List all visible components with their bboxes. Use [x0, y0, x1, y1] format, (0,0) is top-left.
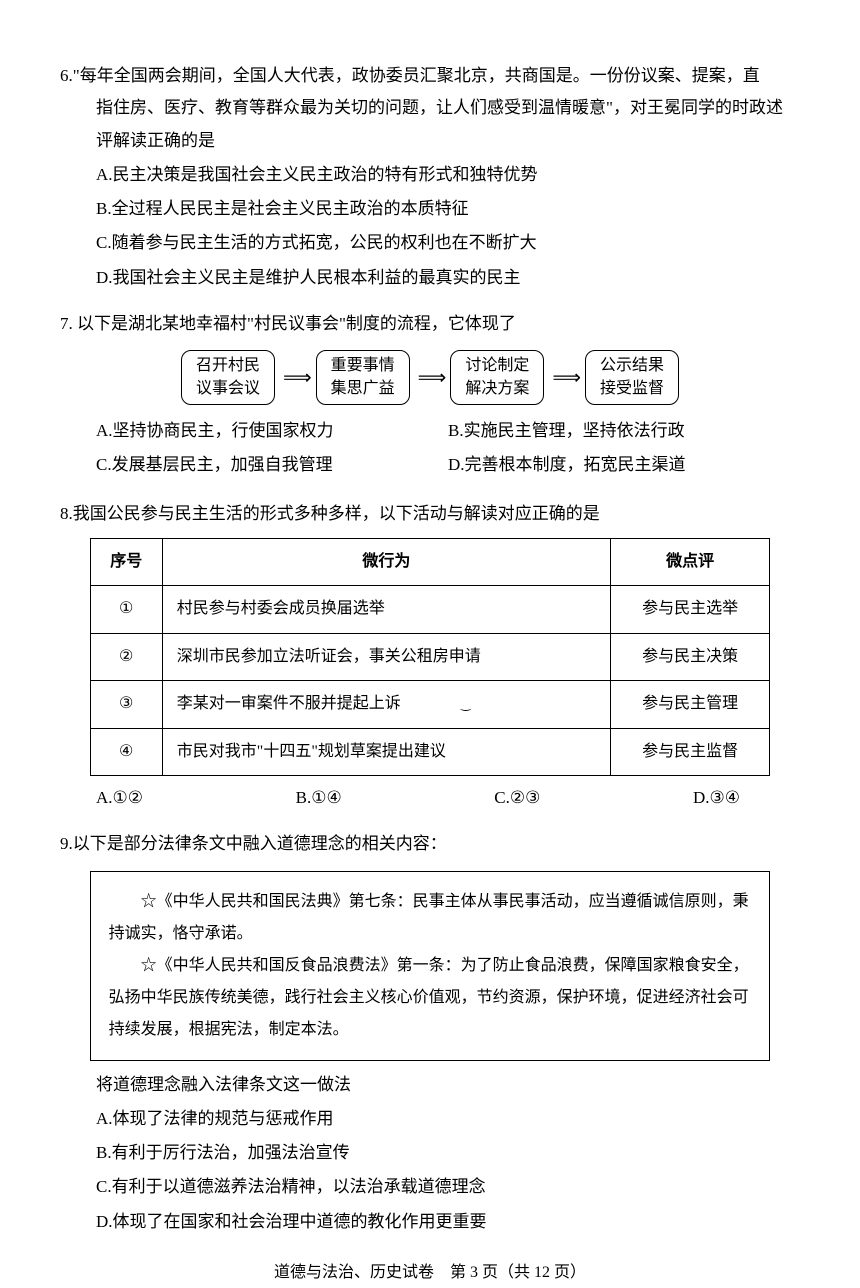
- flow-box-1: 召开村民 议事会议: [181, 350, 275, 405]
- question-9: 9.以下是部分法律条文中融入道德理念的相关内容： ☆《中华人民共和国民法典》第七…: [60, 828, 800, 1238]
- q9-option-a[interactable]: A.体现了法律的规范与惩戒作用: [96, 1103, 800, 1135]
- flow-box-3: 讨论制定 解决方案: [450, 350, 544, 405]
- page-footer: 道德与法治、历史试卷 第 3 页（共 12 页）: [60, 1258, 800, 1288]
- q7-flowchart: 召开村民 议事会议 ⟹ 重要事情 集思广益 ⟹ 讨论制定 解决方案 ⟹ 公示结果…: [60, 350, 800, 405]
- q9-option-c[interactable]: C.有利于以道德滋养法治精神，以法治承载道德理念: [96, 1171, 800, 1203]
- th-seq: 序号: [90, 539, 162, 586]
- q9-law-box: ☆《中华人民共和国民法典》第七条：民事主体从事民事活动，应当遵循诚信原则，秉持诚…: [90, 871, 771, 1061]
- r3-cell: 李某对一审案件不服并提起上诉‿: [162, 681, 610, 728]
- th-action: 微行为: [162, 539, 610, 586]
- law-paragraph-2: ☆《中华人民共和国反食品浪费法》第一条：为了防止食品浪费，保障国家粮食安全，弘扬…: [109, 950, 752, 1046]
- flow-box-2: 重要事情 集思广益: [316, 350, 410, 405]
- q8-num: 8.: [60, 504, 73, 523]
- q6-option-c[interactable]: C.随着参与民主生活的方式拓宽，公民的权利也在不断扩大: [96, 227, 800, 259]
- table-row: ② 深圳市民参加立法听证会，事关公租房申请 参与民主决策: [90, 633, 770, 680]
- q8-option-d[interactable]: D.③④: [693, 782, 740, 814]
- q9-post: 将道德理念融入法律条文这一做法: [60, 1069, 800, 1101]
- q7-num: 7.: [60, 314, 73, 333]
- th-comment: 微点评: [610, 539, 769, 586]
- q8-options: A.①② B.①④ C.②③ D.③④: [60, 782, 800, 814]
- table-header-row: 序号 微行为 微点评: [90, 539, 770, 586]
- question-6: 6."每年全国两会期间，全国人大代表，政协委员汇聚北京，共商国是。一份份议案、提…: [60, 60, 800, 294]
- q9-stem: 9.以下是部分法律条文中融入道德理念的相关内容：: [60, 828, 800, 860]
- q7-option-c[interactable]: C.发展基层民主，加强自我管理: [96, 449, 448, 481]
- law-paragraph-1: ☆《中华人民共和国民法典》第七条：民事主体从事民事活动，应当遵循诚信原则，秉持诚…: [109, 886, 752, 950]
- q9-num: 9.: [60, 834, 73, 853]
- q6-option-d[interactable]: D.我国社会主义民主是维护人民根本利益的最真实的民主: [96, 262, 800, 294]
- arrow-icon: ⟹: [283, 359, 308, 397]
- q6-option-b[interactable]: B.全过程人民民主是社会主义民主政治的本质特征: [96, 193, 800, 225]
- question-7: 7. 以下是湖北某地幸福村"村民议事会"制度的流程，它体现了 召开村民 议事会议…: [60, 308, 800, 484]
- q7-stem: 7. 以下是湖北某地幸福村"村民议事会"制度的流程，它体现了: [60, 308, 800, 340]
- flow-box-4: 公示结果 接受监督: [585, 350, 679, 405]
- q6-stem-cont2: 评解读正确的是: [60, 125, 800, 157]
- q9-option-b[interactable]: B.有利于厉行法治，加强法治宣传: [96, 1137, 800, 1169]
- arrow-icon: ⟹: [552, 359, 577, 397]
- table-row: ④ 市民对我市"十四五"规划草案提出建议 参与民主监督: [90, 728, 770, 775]
- q6-stem-cont1: 指住房、医疗、教育等群众最为关切的问题，让人们感受到温情暖意"，对王冕同学的时政…: [60, 92, 800, 124]
- q7-option-d[interactable]: D.完善根本制度，拓宽民主渠道: [448, 449, 800, 481]
- arrow-icon: ⟹: [418, 359, 443, 397]
- q6-option-a[interactable]: A.民主决策是我国社会主义民主政治的特有形式和独特优势: [96, 159, 800, 191]
- table-row: ① 村民参与村委会成员换届选举 参与民主选举: [90, 586, 770, 633]
- q9-option-d[interactable]: D.体现了在国家和社会治理中道德的教化作用更重要: [96, 1206, 800, 1238]
- q8-table: 序号 微行为 微点评 ① 村民参与村委会成员换届选举 参与民主选举 ② 深圳市民…: [90, 538, 771, 776]
- q8-option-c[interactable]: C.②③: [494, 782, 540, 814]
- question-8: 8.我国公民参与民主生活的形式多种多样，以下活动与解读对应正确的是 序号 微行为…: [60, 498, 800, 815]
- q6-num: 6.: [60, 66, 73, 85]
- q8-option-b[interactable]: B.①④: [296, 782, 342, 814]
- q9-options: A.体现了法律的规范与惩戒作用 B.有利于厉行法治，加强法治宣传 C.有利于以道…: [60, 1103, 800, 1238]
- table-row: ③ 李某对一审案件不服并提起上诉‿ 参与民主管理: [90, 681, 770, 728]
- q6-stem: 6."每年全国两会期间，全国人大代表，政协委员汇聚北京，共商国是。一份份议案、提…: [60, 60, 800, 92]
- q6-options: A.民主决策是我国社会主义民主政治的特有形式和独特优势 B.全过程人民民主是社会…: [60, 159, 800, 294]
- q7-option-a[interactable]: A.坚持协商民主，行使国家权力: [96, 415, 448, 447]
- q8-stem: 8.我国公民参与民主生活的形式多种多样，以下活动与解读对应正确的是: [60, 498, 800, 530]
- q7-options: A.坚持协商民主，行使国家权力 C.发展基层民主，加强自我管理 B.实施民主管理…: [60, 413, 800, 484]
- q8-option-a[interactable]: A.①②: [96, 782, 143, 814]
- q7-option-b[interactable]: B.实施民主管理，坚持依法行政: [448, 415, 800, 447]
